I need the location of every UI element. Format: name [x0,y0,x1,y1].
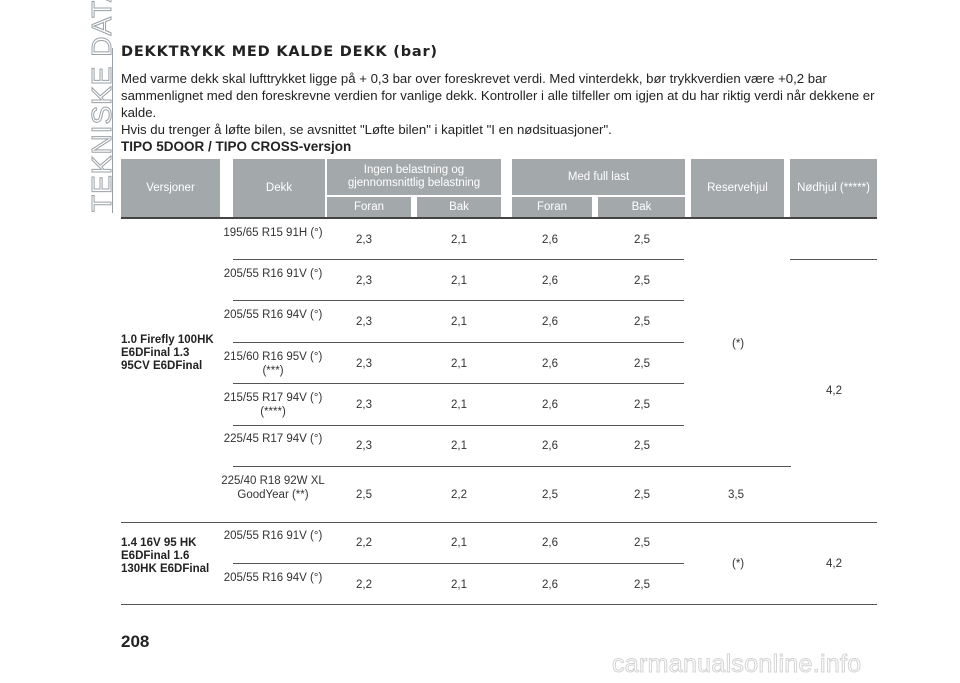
header-bak-2: Bak [598,197,685,217]
header-dekk: Dekk [233,159,325,217]
value-nodhjul: 4,2 [826,558,842,570]
value-bak-1: 2,1 [451,316,467,328]
row-divider [233,466,791,467]
value-bak-2: 2,5 [634,358,650,370]
tyre-size: 225/40 R18 92W XL GoodYear (**) [221,475,325,501]
value-bak-2: 2,5 [634,275,650,287]
version-label-group1: 1.0 Firefly 100HK E6DFinal 1.3 95CV E6DF… [121,334,214,372]
tyre-size: 215/55 R17 94V (°) (****) [223,392,323,418]
value-bak-1: 2,2 [451,489,467,501]
value-bak-1: 2,1 [451,275,467,287]
value-bak-1: 2,1 [451,440,467,452]
value-foran-2: 2,6 [542,399,558,411]
value-foran-2: 2,6 [542,537,558,549]
value-bak-1: 2,1 [451,358,467,370]
row-divider [233,259,684,260]
value-foran-2: 2,6 [542,440,558,452]
intro-paragraph-2: Hvis du trenger å løfte bilen, se avsnit… [121,122,612,137]
table-bottom-rule [121,604,877,605]
tyre-size: 195/65 R15 91H (°) [223,227,323,239]
value-foran-1: 2,3 [356,234,372,246]
value-bak-1: 2,1 [451,579,467,591]
section-title-vertical: TEKNISKE DATA [86,0,118,213]
header-ingen-belastning: Ingen belastning og gjennomsnittlig bela… [327,159,501,195]
page-heading: DEKKTRYKK MED KALDE DEKK (bar) [121,44,438,60]
row-divider [233,300,684,301]
value-foran-1: 2,2 [356,537,372,549]
section-divider [112,48,113,213]
row-divider [790,259,877,260]
tyre-size: 215/60 R16 95V (°) (***) [223,351,323,377]
value-bak-1: 2,1 [451,399,467,411]
value-foran-1: 2,3 [356,316,372,328]
header-foran-1: Foran [327,197,411,217]
value-bak-2: 2,5 [634,579,650,591]
value-bak-2: 2,5 [634,440,650,452]
value-foran-1: 2,3 [356,399,372,411]
tyre-size: 225/45 R17 94V (°) [223,433,323,445]
value-foran-2: 2,6 [542,316,558,328]
group-divider [121,522,877,523]
header-nodhjul: Nødhjul (*****) [790,159,877,217]
row-divider [233,383,684,384]
value-foran-2: 2,6 [542,234,558,246]
value-bak-2: 2,5 [634,537,650,549]
value-bak-2: 2,5 [634,234,650,246]
value-bak-2: 2,5 [634,316,650,328]
header-bak-1: Bak [417,197,501,217]
value-foran-2: 2,6 [542,358,558,370]
value-bak-1: 2,1 [451,234,467,246]
row-divider [233,563,684,564]
value-foran-1: 2,2 [356,579,372,591]
tyre-size: 205/55 R16 94V (°) [223,309,323,321]
value-foran-1: 2,5 [356,489,372,501]
value-reservehjul: 3,5 [728,489,744,501]
value-foran-1: 2,3 [356,358,372,370]
value-foran-2: 2,6 [542,275,558,287]
tyre-size: 205/55 R16 91V (°) [223,268,323,280]
watermark: carmanualsonline.info [612,650,862,679]
value-foran-2: 2,6 [542,579,558,591]
header-reservehjul: Reservehjul [691,159,784,217]
value-nodhjul: 4,2 [826,385,842,397]
table-header: Versjoner Dekk Ingen belastning og gjenn… [121,159,877,217]
tyre-size: 205/55 R16 91V (°) [223,530,323,542]
version-label-group2: 1.4 16V 95 HK E6DFinal 1.6 130HK E6DFina… [121,537,210,575]
row-divider [233,425,684,426]
value-foran-1: 2,3 [356,440,372,452]
table-title: TIPO 5DOOR / TIPO CROSS-versjon [121,139,352,154]
header-versjoner: Versjoner [121,159,220,217]
value-bak-2: 2,5 [634,489,650,501]
row-divider [233,342,684,343]
header-full-last: Med full last [512,159,685,195]
value-bak-2: 2,5 [634,399,650,411]
value-reservehjul: (*) [732,338,745,350]
value-reservehjul: (*) [732,558,745,570]
header-rule [121,217,877,219]
tyre-size: 205/55 R16 94V (°) [223,572,323,584]
value-foran-1: 2,3 [356,275,372,287]
intro-text: Med varme dekk skal lufttrykket ligge på… [121,70,881,138]
page-number: 208 [121,632,150,651]
value-foran-2: 2,5 [542,489,558,501]
header-foran-2: Foran [512,197,592,217]
intro-paragraph-1: Med varme dekk skal lufttrykket ligge på… [121,71,875,120]
value-bak-1: 2,1 [451,537,467,549]
